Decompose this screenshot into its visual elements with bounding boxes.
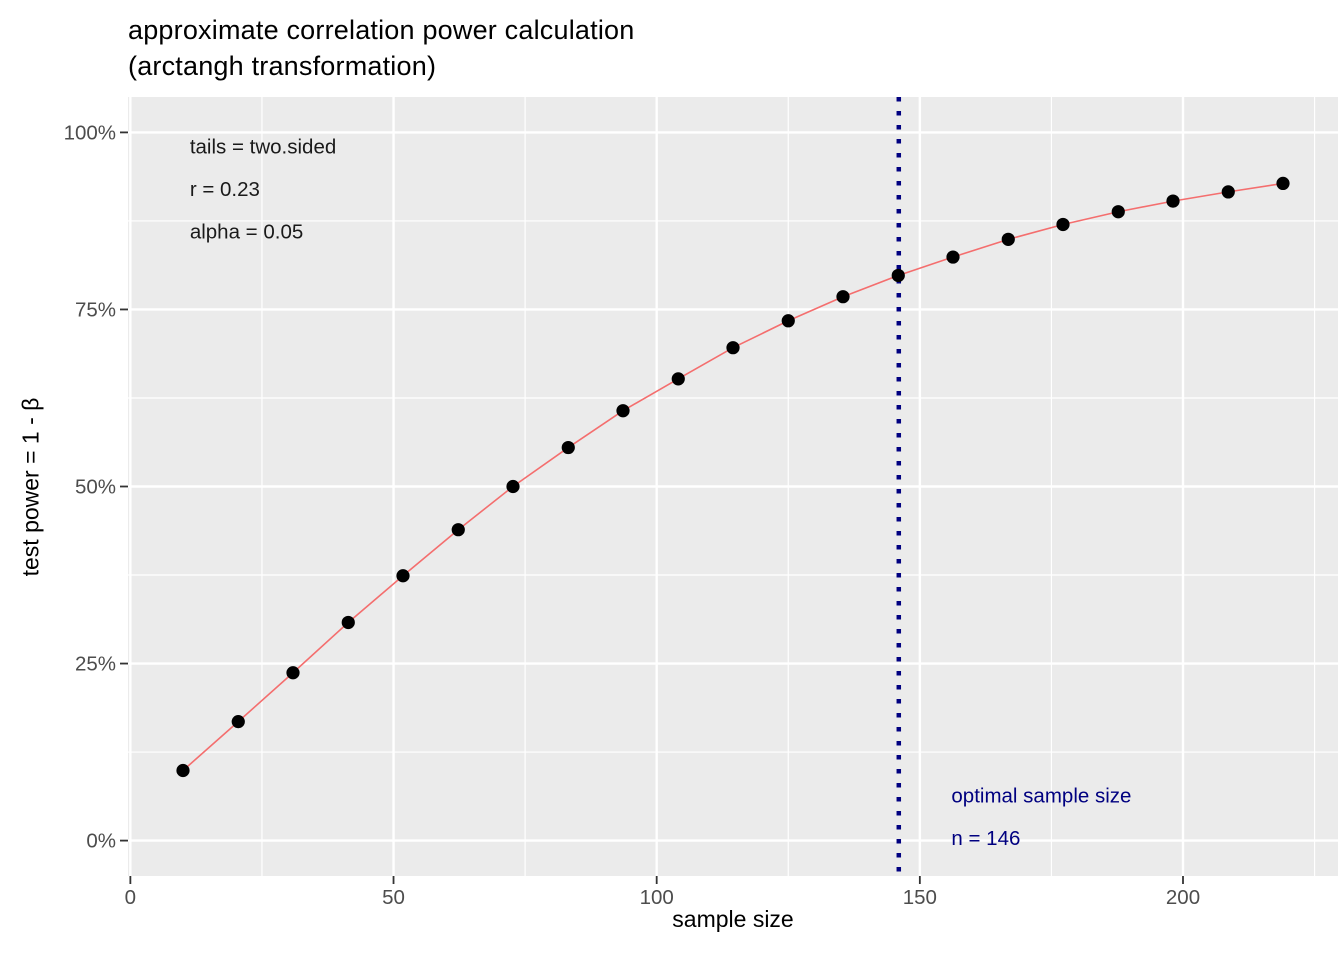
annotation-text: optimal sample size: [951, 784, 1131, 807]
data-point: [836, 290, 850, 304]
data-point: [1111, 205, 1125, 219]
annotation-text: n = 146: [951, 827, 1020, 850]
y-tick-label: 75%: [75, 298, 116, 321]
data-point: [616, 404, 630, 418]
plot-title: approximate correlation power calculatio…: [128, 15, 635, 81]
y-tick-label: 0%: [86, 830, 116, 853]
data-point: [286, 666, 300, 680]
power-curve-points: [176, 176, 1290, 778]
x-tick-labels: 0 50 100 150 200: [125, 886, 1200, 909]
x-tick-label: 200: [1166, 886, 1200, 909]
major-gridlines: [128, 97, 1338, 876]
data-point: [671, 372, 685, 386]
data-point: [781, 314, 795, 328]
data-point: [396, 569, 410, 583]
y-tick-label: 100%: [64, 121, 116, 144]
x-tick-label: 100: [640, 886, 674, 909]
data-point: [561, 440, 575, 455]
data-point: [341, 615, 355, 630]
annotations: tails = two.sided r = 0.23 alpha = 0.05 opt…: [190, 136, 1132, 850]
data-point: [176, 763, 190, 778]
x-tick-label: 150: [903, 886, 937, 909]
y-tick-label: 50%: [75, 476, 116, 499]
axis-ticks: [120, 131, 1184, 884]
data-point: [1166, 194, 1180, 208]
data-point: [506, 479, 520, 494]
x-axis-title: sample size: [672, 906, 794, 932]
annotation-text: alpha = 0.05: [190, 221, 303, 244]
y-tick-labels: 0% 25% 50% 75% 100%: [64, 121, 116, 852]
annotation-text: r = 0.23: [190, 178, 260, 201]
data-point: [1276, 176, 1290, 190]
x-tick-label: 50: [382, 886, 405, 909]
data-point: [891, 268, 905, 283]
data-point: [946, 250, 960, 264]
data-point: [726, 341, 740, 355]
data-point: [1221, 185, 1235, 199]
x-tick-label: 0: [125, 886, 136, 909]
data-point: [1056, 217, 1070, 232]
data-point: [1001, 232, 1015, 246]
data-point: [451, 523, 465, 537]
annotation-text: tails = two.sided: [190, 136, 336, 159]
y-tick-label: 25%: [75, 653, 116, 676]
y-axis-title: test power = 1 - β: [17, 397, 44, 577]
data-point: [231, 715, 245, 729]
